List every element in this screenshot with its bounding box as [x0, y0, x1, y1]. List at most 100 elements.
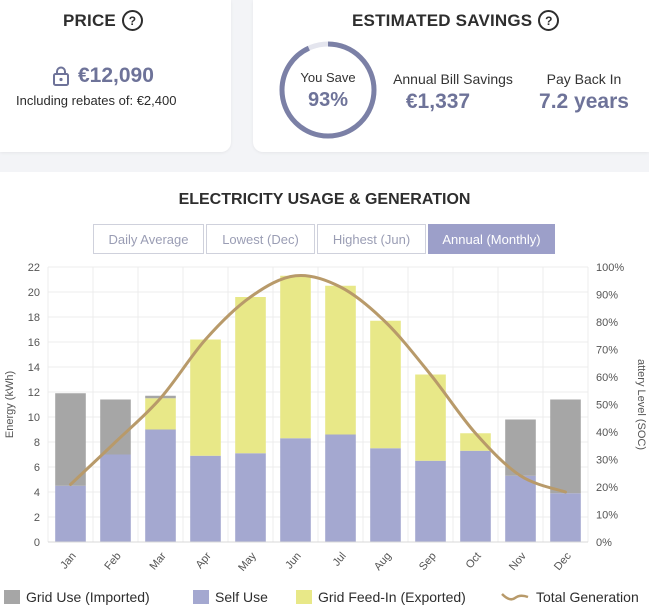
- y2-tick-label: 60%: [596, 372, 618, 384]
- x-tick-label: Dec: [552, 550, 574, 573]
- x-tick-label: Jan: [58, 550, 79, 571]
- bar-segment: [190, 455, 221, 542]
- price-amount-value: €12,090: [78, 64, 154, 87]
- tab-daily-average[interactable]: Daily Average: [93, 224, 204, 254]
- y2-tick-label: 0%: [596, 537, 612, 549]
- rebate-note: Including rebates of: €2,400: [16, 93, 177, 108]
- bill-savings-value: €1,337: [405, 90, 471, 113]
- payback-label: Pay Back In: [546, 71, 622, 87]
- bar-segment: [550, 493, 581, 542]
- legend-label: Total Generation: [536, 589, 639, 605]
- price-title: PRICE ?: [63, 10, 143, 31]
- price-title-text: PRICE: [63, 10, 116, 30]
- bar-segment: [460, 450, 491, 542]
- bar-segment: [55, 393, 86, 486]
- x-tick-label: Oct: [464, 550, 484, 571]
- help-icon[interactable]: ?: [538, 10, 560, 31]
- x-tick-label: Apr: [194, 550, 214, 571]
- bar-segment: [370, 320, 401, 449]
- bar-segment: [325, 285, 356, 435]
- y-tick-label: 18: [28, 312, 40, 324]
- x-tick-label: May: [236, 550, 259, 574]
- y2-tick-label: 20%: [596, 482, 618, 494]
- y-tick-label: 12: [28, 387, 40, 399]
- y-tick-label: 4: [34, 487, 40, 499]
- x-tick-label: Sep: [417, 550, 439, 573]
- y-tick-label: 20: [28, 287, 40, 299]
- legend-label: Grid Feed-In (Exported): [318, 589, 466, 605]
- y2-tick-label: 10%: [596, 510, 618, 522]
- lock-icon: [53, 66, 69, 86]
- legend-item-total-generation[interactable]: Total Generation: [500, 589, 639, 605]
- bar-segment: [505, 475, 536, 542]
- y-axis-label: Energy (kWh): [4, 371, 16, 438]
- legend-item-grid-feed-in[interactable]: Grid Feed-In (Exported): [296, 589, 466, 605]
- y-tick-label: 0: [34, 537, 40, 549]
- payback-value: 7.2 years: [539, 90, 629, 113]
- y-tick-label: 16: [28, 337, 40, 349]
- legend-item-grid-use[interactable]: Grid Use (Imported): [4, 589, 150, 605]
- legend-swatch: [296, 590, 312, 604]
- legend-label: Grid Use (Imported): [26, 589, 150, 605]
- tab-lowest-dec[interactable]: Lowest (Dec): [206, 224, 315, 254]
- help-icon[interactable]: ?: [121, 10, 143, 31]
- y2-tick-label: 70%: [596, 345, 618, 357]
- bar-segment: [145, 429, 176, 542]
- tab-highest-jun[interactable]: Highest (Jun): [317, 224, 426, 254]
- y2-tick-label: 100%: [596, 262, 624, 274]
- y-tick-label: 8: [34, 437, 40, 449]
- legend-swatch: [4, 590, 20, 604]
- x-tick-label: Jul: [331, 550, 349, 568]
- bill-savings-label: Annual Bill Savings: [393, 71, 513, 87]
- savings-card: ESTIMATED SAVINGS ?: [253, 0, 649, 152]
- y2-tick-label: 40%: [596, 427, 618, 439]
- chart-card: ELECTRICITY USAGE & GENERATION Daily Ave…: [0, 172, 649, 615]
- you-save-value: 93%: [307, 89, 349, 111]
- legend-line-swatch: [501, 593, 529, 601]
- bar-segment: [235, 297, 266, 454]
- y2-axis-label: attery Level (SOC): [635, 359, 647, 450]
- bar-segment: [100, 454, 131, 542]
- y2-tick-label: 80%: [596, 317, 618, 329]
- you-save-arc: [279, 41, 377, 139]
- total-generation-line: [69, 273, 567, 494]
- y-tick-label: 2: [34, 512, 40, 524]
- legend-item-self-use[interactable]: Self Use: [193, 589, 268, 605]
- bar-segment: [280, 438, 311, 542]
- y-tick-label: 6: [34, 462, 40, 474]
- bar-segment: [55, 485, 86, 542]
- y2-tick-label: 30%: [596, 455, 618, 467]
- you-save-label: You Save: [300, 70, 356, 85]
- bar-segment: [460, 433, 491, 451]
- chart-tabs: Daily Average Lowest (Dec) Highest (Jun)…: [93, 224, 557, 254]
- bar-segment: [550, 399, 581, 494]
- savings-title-text: ESTIMATED SAVINGS: [352, 10, 533, 30]
- bar-segment: [145, 398, 176, 430]
- tab-annual-monthly[interactable]: Annual (Monthly): [428, 224, 555, 254]
- y-tick-label: 10: [28, 412, 40, 424]
- bar-segment: [325, 434, 356, 542]
- bar-segment: [190, 339, 221, 456]
- x-tick-label: Feb: [102, 550, 123, 572]
- bar-segment: [370, 448, 401, 542]
- price-amount: €12,090: [52, 64, 154, 88]
- y-tick-label: 14: [28, 362, 40, 374]
- y2-tick-label: 50%: [596, 400, 618, 412]
- bar-segment: [100, 399, 131, 455]
- bar-segment: [235, 453, 266, 542]
- legend-label: Self Use: [215, 589, 268, 605]
- legend-swatch: [193, 590, 209, 604]
- chart-legend: Grid Use (Imported) Self Use Grid Feed-I…: [0, 589, 649, 611]
- y2-tick-label: 90%: [596, 290, 618, 302]
- bar-segment: [415, 460, 446, 542]
- x-tick-label: Nov: [507, 550, 529, 573]
- price-card: PRICE ? €12,090 Including rebates of: €2…: [0, 0, 231, 152]
- energy-chart: 0 2 4 6 8 10 12 14 16 18 20 22 0% 10% 20% 30% 40% 50% 60% 7…: [4, 262, 647, 574]
- x-tick-label: Jun: [283, 550, 304, 571]
- chart-title: ELECTRICITY USAGE & GENERATION: [178, 191, 471, 208]
- x-tick-label: Mar: [147, 550, 169, 572]
- bar-segment: [280, 275, 311, 439]
- you-save-ring: [279, 41, 377, 139]
- savings-title: ESTIMATED SAVINGS ?: [352, 10, 560, 31]
- x-tick-label: Aug: [372, 550, 394, 573]
